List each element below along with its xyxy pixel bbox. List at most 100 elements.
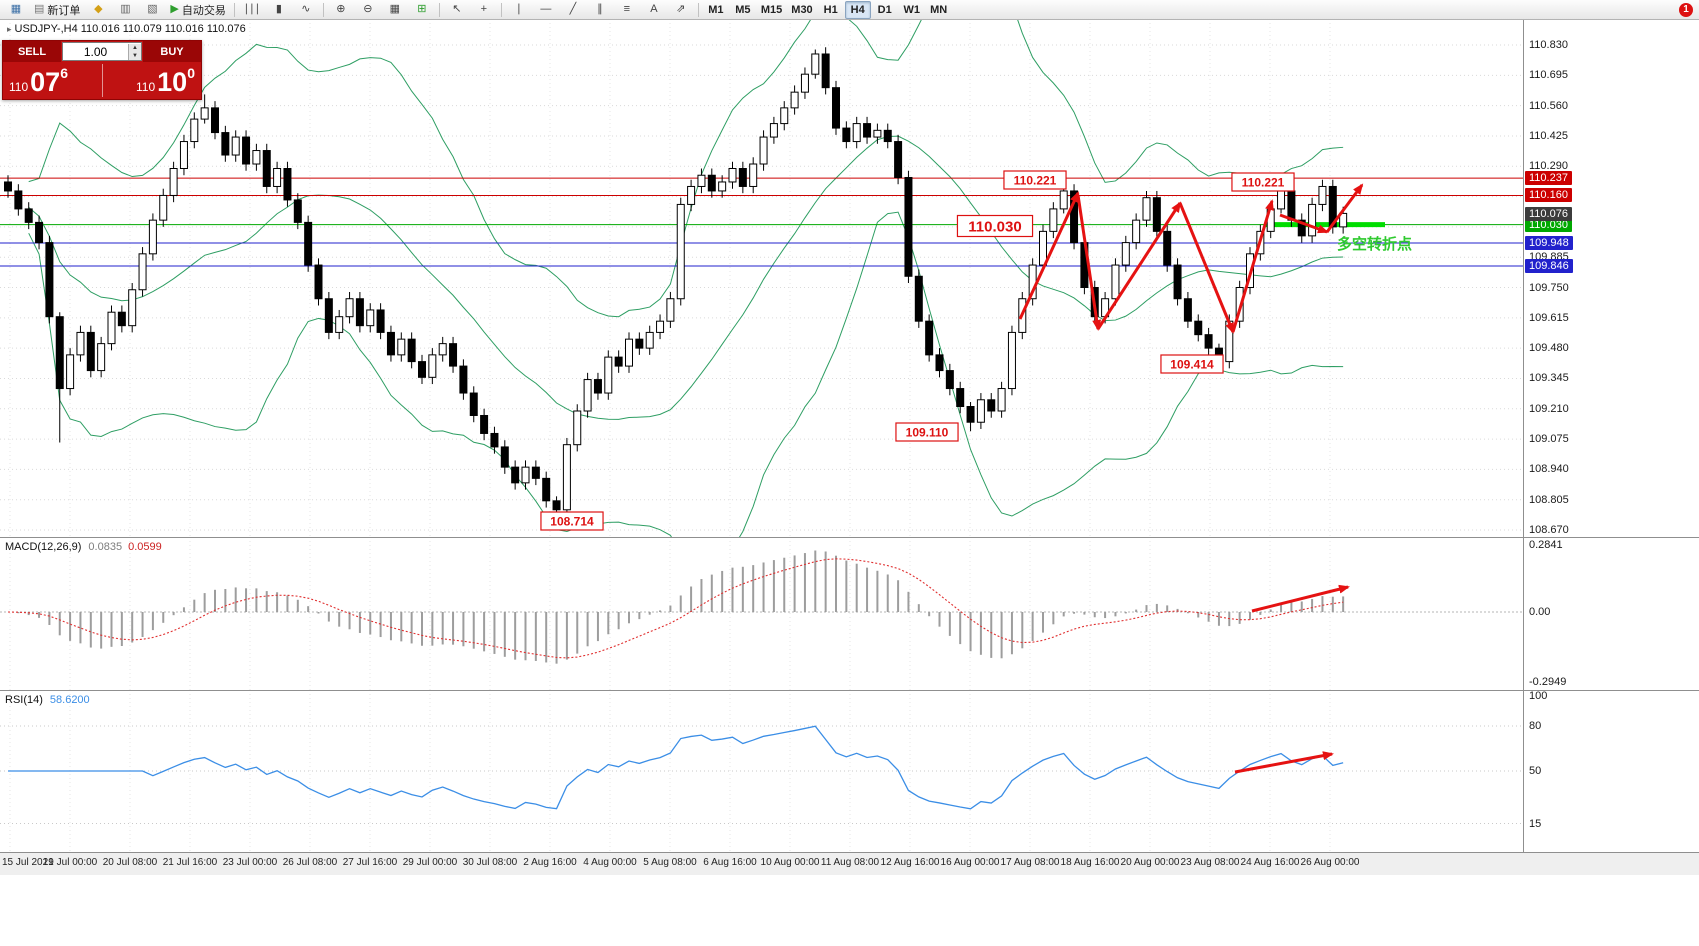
macd-scale[interactable]: 0.2841 0.00 -0.2949 (1524, 537, 1699, 690)
macd-grid (0, 537, 1523, 690)
time-axis-label: 19 Jul 00:00 (42, 857, 98, 868)
bar-chart-button[interactable]: ∣∣∣ (239, 1, 265, 19)
new-chart-button[interactable]: ▦ (3, 1, 29, 19)
rsi-tick: 15 (1529, 817, 1542, 830)
tf-d1-button-label: D1 (877, 3, 892, 16)
rsi-panel-canvas[interactable] (0, 690, 1523, 852)
price-level-label: 110.237 (1525, 171, 1572, 186)
line-chart-icon: ∿ (301, 3, 311, 15)
notification-badge[interactable]: 1 (1679, 2, 1693, 17)
time-axis-label: 5 Aug 08:00 (643, 857, 697, 868)
rsi-tick: 100 (1529, 690, 1548, 702)
tf-h1-button[interactable]: H1 (818, 1, 844, 19)
macd-signal-value: 0.0599 (128, 541, 162, 553)
cursor-button[interactable]: ↖ (444, 1, 470, 19)
zoom-out-button[interactable]: ⊖ (355, 1, 381, 19)
trendline-button[interactable]: ╱ (560, 1, 586, 19)
profiles-button[interactable]: ▥ (112, 1, 138, 19)
tf-m5-button[interactable]: M5 (730, 1, 756, 19)
chart-expand-icon[interactable]: ▸ (7, 24, 12, 34)
price-level-label: 110.076 (1525, 207, 1572, 222)
vertical-line-icon: ∣ (516, 3, 522, 15)
arrows-button[interactable]: ⇗ (668, 1, 694, 19)
toolbar: ▦ ▤ 新订单 ◆ ▥ ▧ ▶ 自动交易 ∣∣∣ ▮ ∿ ⊕ ⊖ ▦ ⊞ ↖ + ∣ ― ╱ ∥ ≡ A ⇗ M1 M5 M15 M3… (0, 0, 1699, 20)
sell-price[interactable]: 110 07 6 (3, 62, 102, 99)
buy-price[interactable]: 110 10 0 (103, 62, 202, 99)
sell-price-big: 07 (30, 67, 61, 98)
time-axis[interactable]: 15 Jul 2021 19 Jul 00:00 20 Jul 08:00 21 Ju… (0, 852, 1699, 875)
svg-text:110.221: 110.221 (1242, 175, 1285, 189)
main-chart-canvas[interactable]: 110.221 110.221 110.030 109.414 109.110 108.7… (0, 19, 1523, 537)
tf-mn-button[interactable]: MN (926, 1, 952, 19)
tf-m15-button[interactable]: M15 (757, 1, 786, 19)
grid (0, 19, 1523, 537)
time-axis-label: 24 Aug 16:00 (1240, 857, 1300, 868)
data-window-button[interactable]: ▧ (139, 1, 165, 19)
tile-windows-button[interactable]: ▦ (382, 1, 408, 19)
new-order-button-label: 新订单 (47, 4, 81, 17)
macd-tick: 0.2841 (1529, 539, 1563, 551)
crosshair-button[interactable]: + (471, 1, 497, 19)
horizontal-line-icon: ― (540, 3, 552, 15)
price-scale[interactable]: 110.830 110.695 110.560 110.425 110.290 110.1… (1524, 19, 1699, 537)
tf-h4-button[interactable]: H4 (844, 0, 871, 19)
one-click-trading-panel: SELL 1.00 ▲ ▼ BUY 110 07 6 110 10 0 (2, 40, 202, 100)
price-annotations[interactable]: 110.221 110.221 110.030 109.414 109.110 108.7… (540, 170, 1295, 531)
tf-m30-button[interactable]: M30 (787, 1, 816, 19)
buy-price-big: 10 (157, 67, 188, 98)
price-level-label: 109.846 (1525, 258, 1573, 273)
indicators-icon: ⊞ (417, 3, 427, 15)
trend-arrows[interactable] (1018, 183, 1364, 334)
lot-increase-button[interactable]: ▲ (129, 43, 141, 52)
macd-panel-canvas[interactable] (0, 537, 1523, 690)
indicators-button[interactable]: ⊞ (409, 1, 435, 19)
tf-m1-button[interactable]: M1 (703, 1, 729, 19)
bar-chart-icon: ∣∣∣ (243, 3, 261, 15)
time-axis-label: 17 Aug 08:00 (1000, 857, 1060, 868)
price-tick: 109.750 (1529, 281, 1569, 294)
tf-m30-button-label: M30 (791, 3, 813, 16)
lot-decrease-button[interactable]: ▼ (129, 51, 141, 60)
macd-tick: -0.2949 (1529, 676, 1567, 688)
rsi-scale[interactable]: 100 80 50 15 (1524, 690, 1699, 852)
tf-w1-button[interactable]: W1 (899, 1, 925, 19)
panel-separator[interactable] (0, 537, 1699, 538)
price-tick: 109.210 (1529, 402, 1569, 415)
trendline-icon: ╱ (569, 3, 577, 15)
mql5-button[interactable]: ◆ (85, 1, 111, 19)
candlestick-chart-button[interactable]: ▮ (266, 1, 292, 19)
lot-size-value[interactable]: 1.00 (83, 44, 108, 59)
turning-point-label[interactable]: 多空转折点 (1337, 235, 1412, 253)
time-axis-label: 15 Jul 2021 (2, 857, 54, 868)
rsi-tick: 80 (1529, 720, 1542, 732)
price-tick: 110.290 (1529, 160, 1568, 173)
svg-text:109.110: 109.110 (906, 425, 949, 439)
horizontal-line-button[interactable]: ― (533, 1, 559, 19)
lot-size-field[interactable]: 1.00 ▲ ▼ (62, 42, 142, 61)
zoom-in-button[interactable]: ⊕ (328, 1, 354, 19)
channel-button[interactable]: ∥ (587, 1, 613, 19)
time-axis-label: 2 Aug 16:00 (523, 857, 577, 868)
new-order-button[interactable]: ▤ 新订单 (30, 1, 84, 19)
autotrading-button[interactable]: ▶ 自动交易 (166, 1, 229, 19)
rsi-trend-arrow[interactable] (1234, 751, 1334, 774)
time-axis-label: 26 Jul 08:00 (282, 857, 338, 868)
panel-separator[interactable] (0, 690, 1699, 691)
arrows-icon: ⇗ (676, 3, 686, 15)
toolbar-separator (322, 2, 324, 17)
fibonacci-button[interactable]: ≡ (614, 1, 640, 19)
macd-histogram (17, 550, 1345, 664)
price-tick: 109.480 (1529, 342, 1569, 355)
toolbar-separator (233, 2, 235, 17)
macd-trend-arrow[interactable] (1251, 584, 1350, 613)
tf-d1-button[interactable]: D1 (872, 1, 898, 19)
tf-h1-button-label: H1 (823, 3, 838, 16)
vertical-line-button[interactable]: ∣ (506, 1, 532, 19)
time-axis-label: 30 Jul 08:00 (462, 857, 518, 868)
buy-button[interactable]: BUY (143, 41, 201, 62)
sell-button[interactable]: SELL (3, 41, 61, 62)
text-button[interactable]: A (641, 1, 667, 19)
tf-w1-button-label: W1 (903, 3, 920, 16)
price-level-label: 110.030 (1525, 217, 1572, 232)
line-chart-button[interactable]: ∿ (293, 1, 319, 19)
